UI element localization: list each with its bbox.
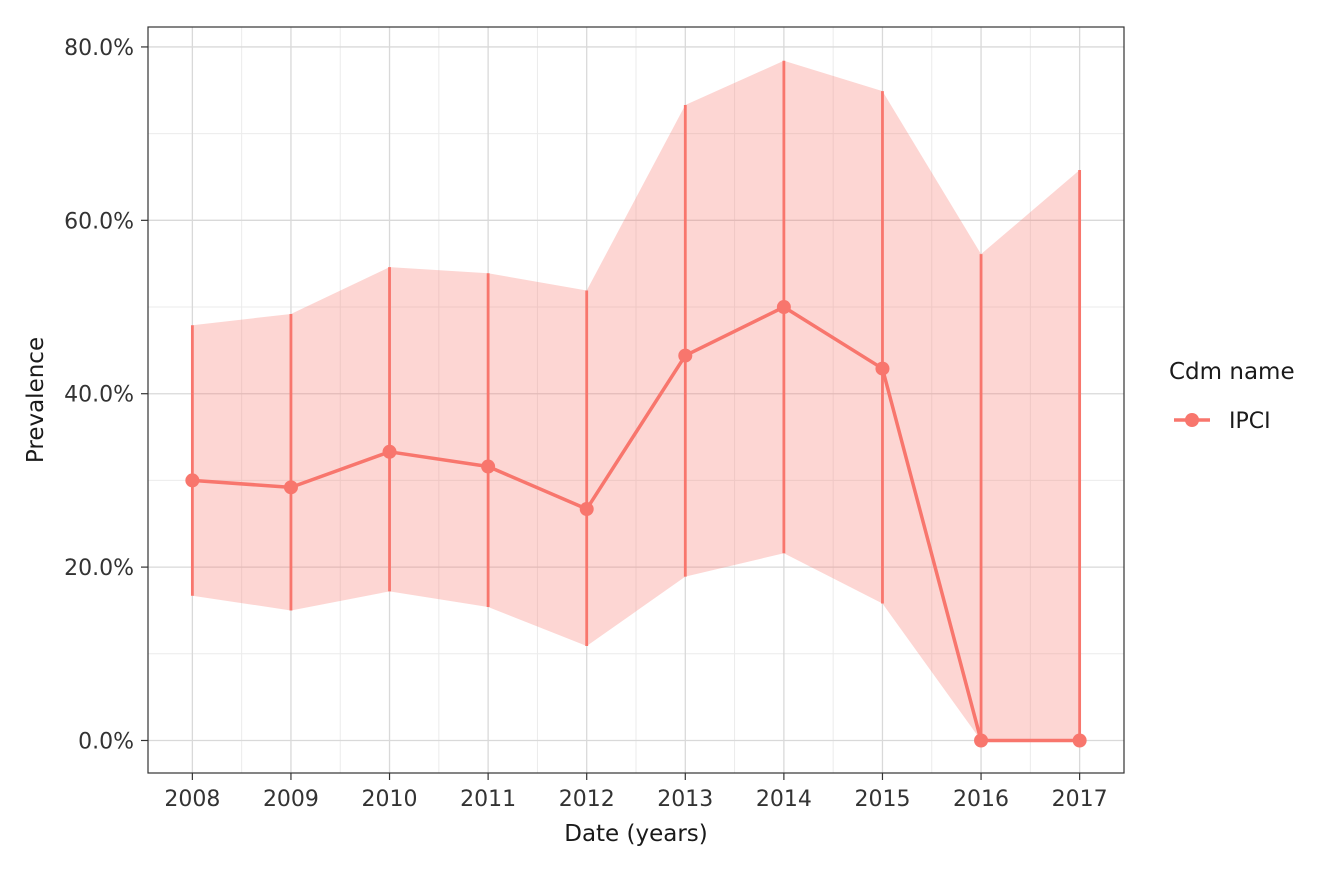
data-point-2013	[678, 348, 693, 363]
x-tick-label: 2012	[559, 787, 615, 812]
x-tick-label: 2014	[756, 787, 812, 812]
x-tick-label: 2015	[854, 787, 910, 812]
x-axis-ticks: 2008 2009 2010 2011 2012 2013 2014 2015 2016 2017	[164, 773, 1108, 812]
error-bar-layer	[190, 60, 1082, 741]
x-tick-label: 2009	[263, 787, 319, 812]
legend-label-ipci: IPCI	[1229, 409, 1271, 434]
series-point-layer	[185, 300, 1087, 748]
data-point-2016	[974, 733, 989, 748]
y-tick-label: 20.0%	[64, 556, 134, 581]
confidence-ribbon	[192, 60, 1080, 741]
legend-title: Cdm name	[1169, 359, 1295, 385]
legend: Cdm name IPCI	[1169, 359, 1295, 434]
series-line-ipci	[192, 305, 1080, 743]
data-point-2011	[481, 459, 496, 474]
data-point-2008	[185, 473, 200, 488]
data-point-2010	[382, 444, 397, 459]
series-line-layer	[192, 305, 1080, 743]
data-point-2012	[579, 502, 594, 517]
x-tick-label: 2013	[657, 787, 713, 812]
plot-panel-border	[147, 26, 1125, 774]
x-tick-label: 2010	[362, 787, 418, 812]
data-point-2009	[283, 480, 298, 495]
y-axis-ticks: 0.0% 20.0% 40.0% 60.0% 80.0%	[64, 36, 148, 754]
y-tick-label: 0.0%	[78, 729, 134, 754]
x-tick-label: 2011	[460, 787, 516, 812]
confidence-ribbon-layer	[192, 60, 1080, 741]
y-tick-label: 80.0%	[64, 36, 134, 61]
y-axis-title: Prevalence	[23, 337, 49, 463]
data-point-2017	[1072, 733, 1087, 748]
x-axis-title: Date (years)	[564, 821, 708, 847]
x-tick-label: 2016	[953, 787, 1009, 812]
data-point-2014	[776, 300, 791, 315]
x-tick-label: 2008	[164, 787, 220, 812]
y-tick-label: 40.0%	[64, 383, 134, 408]
x-tick-label: 2017	[1052, 787, 1108, 812]
legend-key-point	[1185, 413, 1199, 427]
data-point-2015	[875, 361, 890, 376]
y-tick-label: 60.0%	[64, 209, 134, 234]
